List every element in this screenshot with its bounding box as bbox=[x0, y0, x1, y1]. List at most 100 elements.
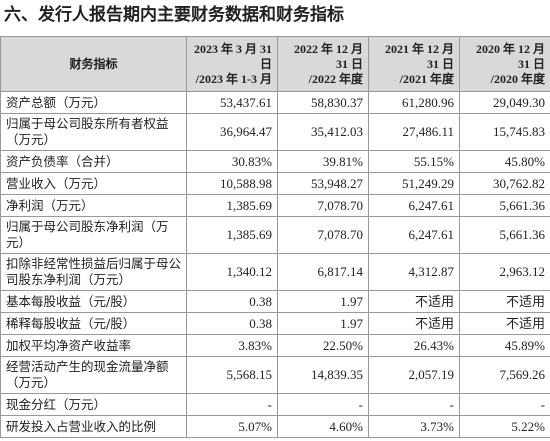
section-title: 六、发行人报告期内主要财务数据和财务指标 bbox=[4, 5, 344, 25]
cell-value: 53,437.61 bbox=[186, 91, 278, 114]
column-header: 财务指标 bbox=[0, 36, 187, 92]
header-line: 财务指标 bbox=[69, 56, 118, 71]
header-line: 2021 年 12 月 bbox=[384, 41, 454, 56]
table-row: 净利润（万元） 1,385.69 7,078.70 6,247.61 5,661.36 bbox=[0, 194, 550, 217]
table-row: 加权平均净资产收益率 3.83% 22.50% 26.43% 45.89% bbox=[0, 334, 550, 357]
cell-value: 61,280.96 bbox=[368, 91, 460, 114]
cell-value: 7,078.70 bbox=[277, 216, 369, 254]
row-label: 归属于母公司股东净利润（万元） bbox=[0, 216, 187, 254]
header-line: 2020 年 12 月 bbox=[475, 41, 545, 56]
cell-value: 30.83% bbox=[186, 150, 278, 173]
financial-table: 财务指标 2023 年 3 月 31 日/2023 年 1-3 月 2022 年 12… bbox=[0, 36, 550, 438]
cell-value: 15,745.83 bbox=[459, 113, 550, 151]
cell-value: 5,661.36 bbox=[459, 216, 550, 254]
cell-value: 不适用 bbox=[368, 290, 460, 313]
header-row: 财务指标 2023 年 3 月 31 日/2023 年 1-3 月 2022 年 12… bbox=[0, 36, 550, 92]
cell-value: 2,057.19 bbox=[368, 356, 460, 394]
row-label: 资产负债率（合并） bbox=[0, 150, 187, 173]
header-line: /2023 年 1-3 月 bbox=[195, 71, 272, 86]
cell-value: - bbox=[368, 393, 460, 416]
table-body: 资产总额（万元） 53,437.61 58,830.37 61,280.96 29,04… bbox=[0, 91, 550, 438]
cell-value: 1,340.12 bbox=[186, 253, 278, 291]
cell-value: 36,964.47 bbox=[186, 113, 278, 151]
cell-value: 4.60% bbox=[277, 415, 369, 438]
header-line: /2020 年度 bbox=[490, 71, 545, 86]
cell-value: - bbox=[277, 393, 369, 416]
cell-value: 5,661.36 bbox=[459, 194, 550, 217]
header-line: 2022 年 12 月 bbox=[293, 41, 363, 56]
table-row: 基本每股收益（元/股） 0.38 1.97 不适用 不适用 bbox=[0, 290, 550, 313]
row-label: 现金分红（万元） bbox=[0, 393, 187, 416]
table-row: 资产负债率（合并） 30.83% 39.81% 55.15% 45.80% bbox=[0, 150, 550, 173]
cell-value: 45.89% bbox=[459, 334, 550, 357]
column-header: 2020 年 12 月 31 日/2020 年度 bbox=[459, 36, 550, 92]
cell-value: 1.97 bbox=[277, 312, 369, 335]
cell-value: 26.43% bbox=[368, 334, 460, 357]
cell-value: 不适用 bbox=[459, 312, 550, 335]
table-row: 现金分红（万元） - - - - bbox=[0, 393, 550, 416]
cell-value: 10,588.98 bbox=[186, 172, 278, 195]
cell-value: 7,078.70 bbox=[277, 194, 369, 217]
cell-value: - bbox=[186, 393, 278, 416]
table-row: 归属于母公司股东所有者权益（万元） 36,964.47 35,412.03 27,48… bbox=[0, 113, 550, 151]
cell-value: 58,830.37 bbox=[277, 91, 369, 114]
cell-value: 35,412.03 bbox=[277, 113, 369, 151]
row-label: 归属于母公司股东所有者权益（万元） bbox=[0, 113, 187, 151]
table-row: 扣除非经常性损益后归属于母公司股东净利润（万元） 1,340.12 6,817.14… bbox=[0, 253, 550, 291]
row-label: 营业收入（万元） bbox=[0, 172, 187, 195]
cell-value: 30,762.82 bbox=[459, 172, 550, 195]
cell-value: 0.38 bbox=[186, 312, 278, 335]
cell-value: 3.83% bbox=[186, 334, 278, 357]
header-line: 日 bbox=[259, 56, 272, 71]
header-line: 2023 年 3 月 31 bbox=[193, 41, 272, 56]
cell-value: 6,817.14 bbox=[277, 253, 369, 291]
cell-value: 51,249.29 bbox=[368, 172, 460, 195]
row-label: 研发投入占营业收入的比例 bbox=[0, 415, 187, 438]
cell-value: 45.80% bbox=[459, 150, 550, 173]
cell-value: 不适用 bbox=[368, 312, 460, 335]
row-label: 加权平均净资产收益率 bbox=[0, 334, 187, 357]
cell-value: 27,486.11 bbox=[368, 113, 460, 151]
cell-value: 3.73% bbox=[368, 415, 460, 438]
header-line: 31 日 bbox=[426, 56, 454, 71]
table-row: 研发投入占营业收入的比例 5.07% 4.60% 3.73% 5.22% bbox=[0, 415, 550, 438]
header-line: /2021 年度 bbox=[399, 71, 454, 86]
cell-value: 39.81% bbox=[277, 150, 369, 173]
cell-value: 2,963.12 bbox=[459, 253, 550, 291]
cell-value: 1,385.69 bbox=[186, 194, 278, 217]
cell-value: 5.07% bbox=[186, 415, 278, 438]
table-row: 归属于母公司股东净利润（万元） 1,385.69 7,078.70 6,247.61 5… bbox=[0, 216, 550, 254]
cell-value: 4,312.87 bbox=[368, 253, 460, 291]
cell-value: 6,247.61 bbox=[368, 216, 460, 254]
cell-value: 7,569.26 bbox=[459, 356, 550, 394]
cell-value: 1,385.69 bbox=[186, 216, 278, 254]
cell-value: 0.38 bbox=[186, 290, 278, 313]
cell-value: 55.15% bbox=[368, 150, 460, 173]
column-header: 2022 年 12 月 31 日/2022 年度 bbox=[277, 36, 369, 92]
table-row: 营业收入（万元） 10,588.98 53,948.27 51,249.29 30,76… bbox=[0, 172, 550, 195]
column-header: 2023 年 3 月 31 日/2023 年 1-3 月 bbox=[186, 36, 278, 92]
header-line: 31 日 bbox=[517, 56, 545, 71]
cell-value: - bbox=[459, 393, 550, 416]
cell-value: 14,839.35 bbox=[277, 356, 369, 394]
row-label: 经营活动产生的现金流量净额（万元） bbox=[0, 356, 187, 394]
cell-value: 5.22% bbox=[459, 415, 550, 438]
cell-value: 1.97 bbox=[277, 290, 369, 313]
table-row: 资产总额（万元） 53,437.61 58,830.37 61,280.96 29,04… bbox=[0, 91, 550, 114]
table-row: 稀释每股收益（元/股） 0.38 1.97 不适用 不适用 bbox=[0, 312, 550, 335]
row-label: 扣除非经常性损益后归属于母公司股东净利润（万元） bbox=[0, 253, 187, 291]
column-header: 2021 年 12 月 31 日/2021 年度 bbox=[368, 36, 460, 92]
cell-value: 29,049.30 bbox=[459, 91, 550, 114]
header-line: 31 日 bbox=[335, 56, 363, 71]
row-label: 资产总额（万元） bbox=[0, 91, 187, 114]
row-label: 净利润（万元） bbox=[0, 194, 187, 217]
cell-value: 22.50% bbox=[277, 334, 369, 357]
cell-value: 不适用 bbox=[459, 290, 550, 313]
row-label: 基本每股收益（元/股） bbox=[0, 290, 187, 313]
table-row: 经营活动产生的现金流量净额（万元） 5,568.15 14,839.35 2,057.… bbox=[0, 356, 550, 394]
row-label: 稀释每股收益（元/股） bbox=[0, 312, 187, 335]
cell-value: 6,247.61 bbox=[368, 194, 460, 217]
header-line: /2022 年度 bbox=[308, 71, 363, 86]
cell-value: 5,568.15 bbox=[186, 356, 278, 394]
